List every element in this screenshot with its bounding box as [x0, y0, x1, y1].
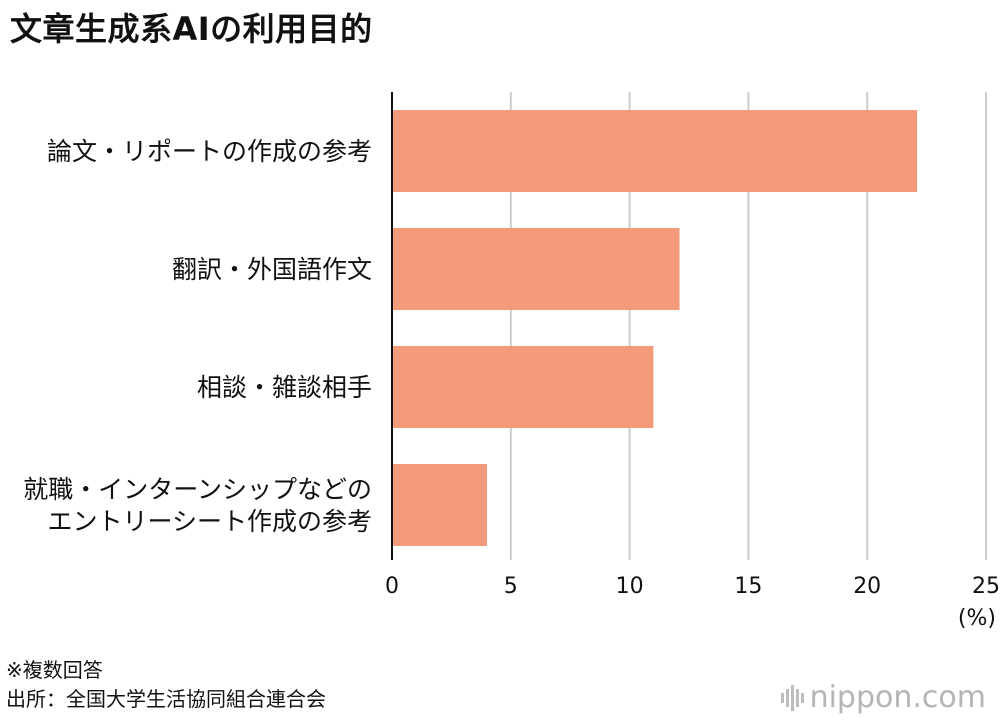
x-tick-label-10: 10	[616, 574, 644, 599]
bar-0	[392, 110, 918, 192]
x-tick-label-15: 15	[734, 574, 762, 599]
x-tick-label-20: 20	[853, 574, 881, 599]
bar-1	[392, 228, 680, 310]
bar-2	[392, 346, 654, 428]
unit-label: (%)	[958, 606, 996, 631]
page-title: 文章生成系AIの利用目的	[10, 10, 373, 48]
logo-text: nippon.com	[809, 680, 986, 715]
bars	[392, 110, 918, 546]
x-tick-label-25: 25	[972, 574, 1000, 599]
bar-chart: 論文・リポートの作成の参考翻訳・外国語作文相談・雑談相手就職・インターンシップな…	[23, 92, 1000, 631]
x-tick-label-0: 0	[385, 574, 399, 599]
category-labels: 論文・リポートの作成の参考翻訳・外国語作文相談・雑談相手就職・インターンシップな…	[23, 137, 372, 536]
logo-waveform-icon	[780, 684, 804, 711]
x-tick-labels: 0 5 10 15 20 25	[385, 574, 1000, 599]
nippon-logo: nippon.com	[780, 680, 986, 715]
category-label-3-0: 就職・インターンシップなどの	[23, 475, 372, 504]
multiple-answer-note: ※複数回答	[6, 658, 103, 682]
bar-3	[392, 464, 488, 546]
category-label-3-1: エントリーシート作成の参考	[47, 507, 372, 536]
source-note: 出所：全国大学生活協同組合連合会	[6, 687, 326, 711]
category-label-1-0: 翻訳・外国語作文	[172, 255, 372, 284]
x-tick-label-5: 5	[504, 574, 518, 599]
category-label-2-0: 相談・雑談相手	[197, 373, 372, 402]
category-label-0-0: 論文・リポートの作成の参考	[47, 137, 372, 166]
